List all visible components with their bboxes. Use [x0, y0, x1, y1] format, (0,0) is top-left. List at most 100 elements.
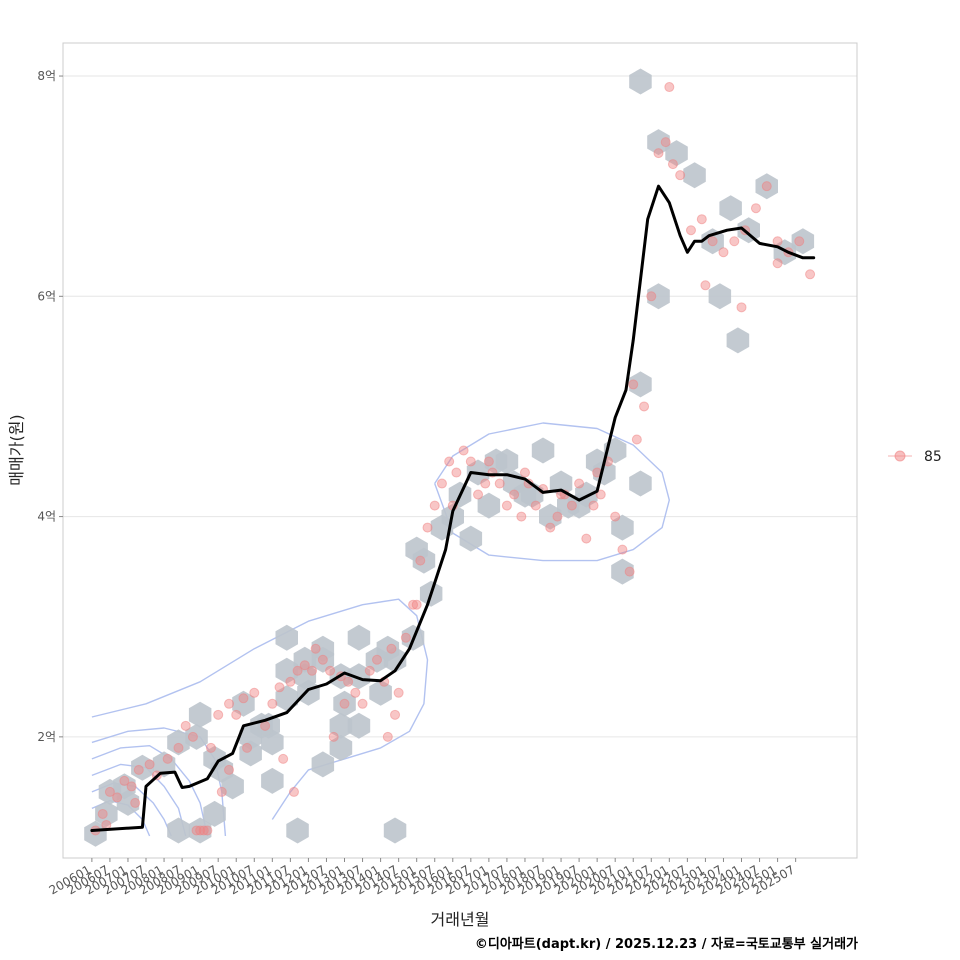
- scatter-point: [119, 775, 130, 786]
- scatter-point: [552, 511, 563, 522]
- scatter-point: [180, 720, 191, 731]
- hex-bin: [203, 800, 226, 827]
- scatter-point: [173, 742, 184, 753]
- hex-bin: [629, 470, 652, 497]
- scatter-point: [343, 676, 354, 687]
- scatter-point: [718, 247, 729, 258]
- scatter-point: [242, 742, 253, 753]
- scatter-point: [736, 302, 747, 313]
- scatter-point: [750, 203, 761, 214]
- scatter-point: [198, 825, 209, 836]
- scatter-point: [317, 654, 328, 665]
- scatter-point: [794, 236, 805, 247]
- scatter-point: [411, 599, 422, 610]
- scatter-point: [516, 511, 527, 522]
- hex-bins: [84, 68, 815, 847]
- hex-bin: [719, 195, 742, 222]
- hex-bin: [531, 437, 555, 464]
- hex-bin: [286, 817, 309, 844]
- hex-bin: [539, 503, 562, 530]
- scatter-point: [224, 698, 235, 709]
- hex-bin: [311, 751, 335, 778]
- hex-bin: [376, 635, 400, 662]
- scatter-point: [310, 643, 321, 654]
- scatter-point: [126, 781, 137, 792]
- scatter-point: [588, 500, 599, 511]
- hex-bin: [167, 817, 190, 844]
- scatter-point: [422, 522, 433, 533]
- scatter-point: [664, 82, 675, 93]
- scatter-point: [231, 709, 242, 720]
- scatter-point: [772, 236, 783, 247]
- hex-bin: [188, 817, 212, 844]
- scatter-point: [162, 753, 173, 764]
- scatter-point: [415, 555, 426, 566]
- scatter-point: [700, 280, 711, 291]
- scatter-point: [187, 731, 198, 742]
- legend-label-85: 85: [924, 449, 942, 465]
- scatter-point: [191, 825, 202, 836]
- x-axis-title: 거래년월: [431, 910, 490, 929]
- hex-bin: [333, 690, 356, 717]
- scatter-point: [436, 478, 447, 489]
- scatter-point: [205, 742, 216, 753]
- scatter-point: [130, 797, 141, 808]
- scatter-point: [595, 489, 606, 500]
- trend-line: [90, 184, 816, 832]
- scatter-point: [451, 467, 462, 478]
- hex-bin: [383, 817, 407, 844]
- scatter-point: [278, 753, 289, 764]
- panel-border-rect: [62, 42, 858, 859]
- hex-bin: [84, 820, 107, 847]
- scatter-point: [646, 291, 657, 302]
- scatter-point: [707, 236, 718, 247]
- hex-bin: [791, 228, 815, 255]
- scatter-point: [685, 225, 696, 236]
- hex-bin: [261, 767, 284, 794]
- scatter-point: [292, 665, 303, 676]
- scatter-point: [624, 566, 635, 577]
- hex-bin: [347, 712, 371, 739]
- legend-key-point: [894, 450, 906, 462]
- scatter-point: [224, 764, 235, 775]
- scatter-point: [307, 665, 318, 676]
- hex-bin: [629, 371, 652, 398]
- hex-bin: [611, 558, 634, 585]
- hex-bin: [495, 448, 519, 475]
- scatter-point: [274, 682, 285, 693]
- scatter-point: [350, 687, 361, 698]
- scatter-point: [429, 500, 440, 511]
- scatter-point: [675, 170, 686, 181]
- scatter-point: [249, 687, 260, 698]
- scatter-point: [104, 786, 115, 797]
- scatter-point: [299, 660, 310, 671]
- scatter-point: [285, 676, 296, 687]
- scatter-point: [133, 764, 144, 775]
- hex-bin: [261, 729, 284, 756]
- y-tick-label: 4억: [37, 510, 56, 524]
- scatter-point: [617, 544, 628, 555]
- scatter-point: [465, 456, 476, 467]
- scatter-point: [480, 478, 491, 489]
- hex-bin: [311, 635, 335, 662]
- scatter-point: [325, 665, 336, 676]
- y-axis-ticks: 2억 4억 6억 8억: [37, 69, 63, 744]
- hex-bin: [275, 624, 298, 651]
- hex-bin: [755, 173, 778, 200]
- y-axis-title: 매매가(원): [7, 414, 26, 485]
- scatter-point: [260, 720, 271, 731]
- hex-bin: [726, 327, 750, 354]
- hex-bin: [629, 68, 652, 95]
- scatter-point: [530, 500, 541, 511]
- hex-bin: [567, 492, 591, 519]
- density-contour: [434, 422, 670, 562]
- scatter-point: [545, 522, 556, 533]
- scatter-point: [639, 401, 650, 412]
- hex-bin: [221, 773, 244, 800]
- scatter-point: [357, 698, 368, 709]
- hex-bin: [188, 701, 212, 728]
- scatter-point: [408, 599, 419, 610]
- scatter-point: [483, 456, 494, 467]
- scatter-point: [509, 489, 520, 500]
